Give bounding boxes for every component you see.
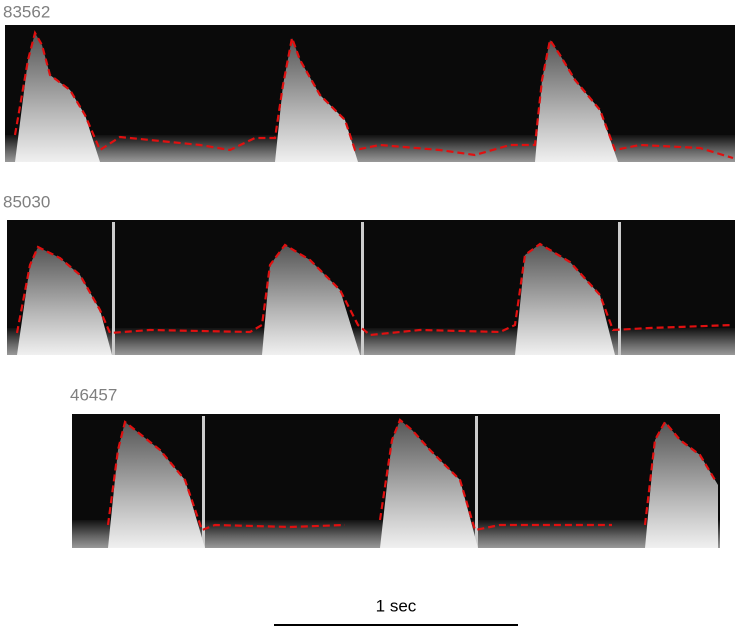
- panel-label: 46457: [70, 385, 117, 404]
- scale-bar-label: 1 sec: [376, 596, 417, 615]
- panel-label: 83562: [3, 2, 50, 21]
- spectrogram: [72, 414, 720, 548]
- panel-label: 85030: [3, 192, 50, 211]
- spectrogram: [7, 220, 735, 355]
- spectrogram: [5, 25, 735, 162]
